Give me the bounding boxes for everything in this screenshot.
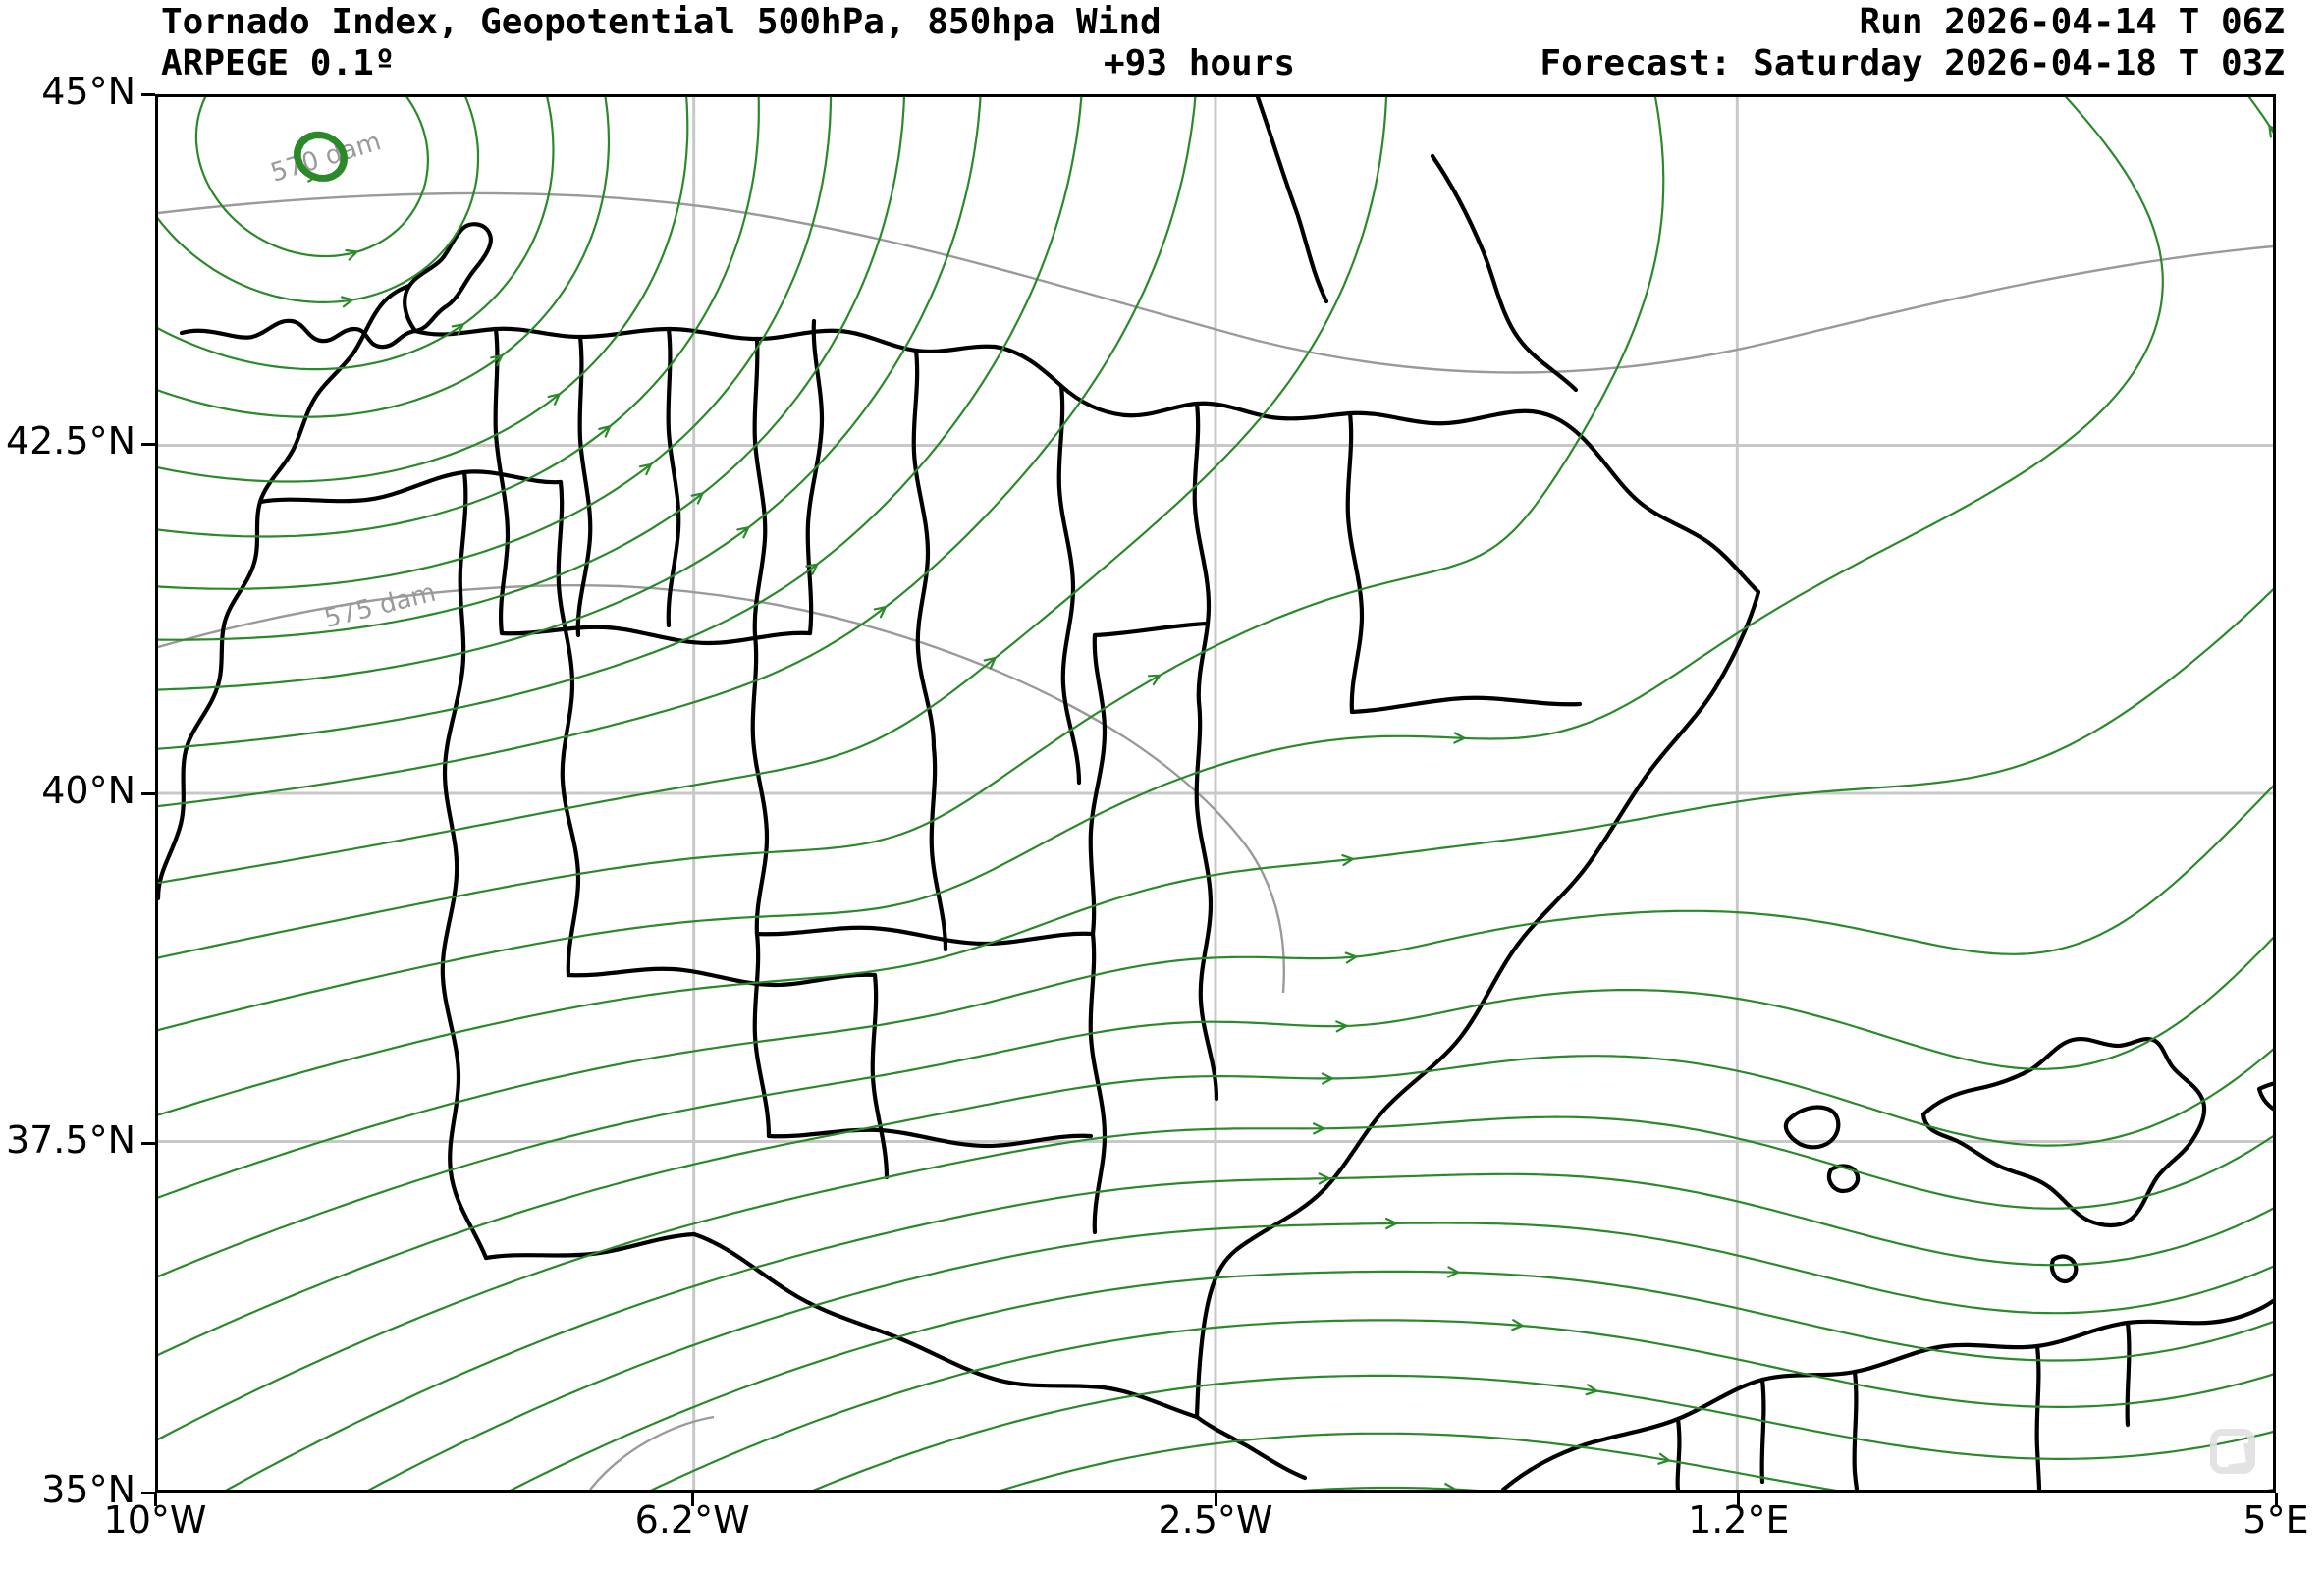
streamline-arrow-icon (340, 296, 355, 308)
streamline-arrow-icon (1447, 1266, 1461, 1278)
streamline-arrow-icon (598, 424, 613, 438)
streamline-arrow-icon (736, 525, 751, 539)
y-tick-label-2: 40°N (41, 769, 135, 812)
streamline (367, 1222, 2273, 1490)
y-tick-mark-4 (141, 1491, 155, 1494)
model-name: ARPEGE 0.1º (161, 43, 396, 83)
forecast-timestamp: Forecast: Saturday 2026-04-18 T 03Z (1540, 43, 2285, 83)
chart-header: Tornado Index, Geopotential 500hPa, 850h… (0, 0, 2324, 92)
page-title: Tornado Index, Geopotential 500hPa, 850h… (161, 2, 1162, 42)
streamline (158, 97, 480, 304)
y-tick-label-4: 35°N (41, 1468, 135, 1511)
streamline-arrow-icon (345, 248, 359, 261)
streamline (158, 97, 689, 483)
streamline-arrow-icon (1312, 1122, 1326, 1135)
map-plot-area[interactable]: 570 dam 575 dam (155, 94, 2276, 1493)
streamline (194, 97, 430, 258)
streamline-arrow-icon (805, 563, 820, 575)
map-canvas: 570 dam 575 dam (158, 97, 2273, 1490)
y-tick-mark-2 (141, 791, 155, 795)
streamline-arrow-icon (490, 353, 505, 367)
run-timestamp: Run 2026-04-14 T 06Z (1859, 2, 2285, 42)
streamline (158, 97, 906, 641)
streamline (158, 97, 833, 590)
streamline (158, 97, 2164, 1032)
streamline-arrow-icon (1344, 951, 1359, 964)
streamline (158, 97, 1197, 808)
y-tick-label-0: 45°N (41, 70, 135, 113)
streamline (158, 1048, 2273, 1357)
streamline (158, 785, 2273, 1199)
streamline (1000, 1432, 2273, 1490)
streamline-arrow-icon (638, 462, 653, 476)
streamline (158, 97, 611, 418)
streamline-arrow-icon (1453, 732, 1467, 744)
streamline-arrow-icon (1335, 1020, 1349, 1033)
streamline (510, 1270, 2273, 1490)
streamline-arrow-icon (451, 322, 465, 336)
geopotential-contour-labels: 570 dam 575 dam (267, 127, 439, 634)
y-tick-label-1: 42.5°N (5, 419, 135, 462)
x-tick-label-4: 5°E (2243, 1498, 2309, 1542)
streamline-arrow-icon (1384, 1217, 1399, 1230)
streamline (158, 587, 2273, 1116)
streamline-arrow-icon (983, 656, 998, 670)
streamline-arrow-icon (873, 605, 888, 619)
streamline (2247, 97, 2273, 134)
streamline (1301, 1486, 1481, 1490)
streamline (293, 131, 349, 183)
y-tick-mark-1 (141, 442, 155, 446)
streamline-arrow-icon (1585, 1384, 1599, 1396)
header-row-bottom: ARPEGE 0.1º +93 hours Forecast: Saturday… (0, 43, 2324, 84)
watermark-logo-icon (2210, 1429, 2255, 1474)
geopotential-contours (158, 191, 2273, 1490)
streamline-arrow-icon (690, 491, 705, 505)
streamline (158, 97, 1083, 750)
streamline (225, 1172, 2273, 1490)
streamline-arrow-icon (1341, 853, 1356, 867)
streamline-arrow-icon (1321, 1072, 1335, 1085)
streamline (650, 1319, 2273, 1490)
x-tick-mark-3 (1737, 1493, 1741, 1506)
streamline (812, 1374, 2273, 1490)
streamline-arrow-icon (1511, 1319, 1526, 1331)
contour-label-575: 575 dam (321, 578, 438, 634)
streamline-arrow-icon (1443, 1483, 1458, 1490)
streamline (158, 97, 555, 371)
y-tick-mark-3 (141, 1141, 155, 1145)
x-tick-mark-4 (2274, 1493, 2278, 1506)
streamline (158, 97, 1665, 959)
streamline (158, 97, 982, 691)
header-row-top: Tornado Index, Geopotential 500hPa, 850h… (0, 2, 2324, 43)
streamline-arrow-icon (2268, 124, 2273, 138)
wind-streamlines (158, 97, 2273, 1490)
streamline-arrow-icon (1318, 1172, 1332, 1185)
lead-time-label: +93 hours (1104, 43, 1296, 83)
streamline-arrow-icon (306, 170, 321, 183)
streamline (158, 1115, 2273, 1441)
y-tick-mark-0 (141, 92, 155, 96)
streamline (158, 97, 1388, 885)
administrative-boundaries (158, 97, 2273, 1490)
streamline-arrow-icon (547, 392, 562, 406)
streamline-arrow-icon (1147, 674, 1162, 686)
streamline-arrow-icon (1657, 1452, 1672, 1465)
x-tick-mark-1 (690, 1493, 694, 1506)
x-tick-mark-0 (153, 1493, 157, 1506)
x-tick-mark-2 (1214, 1493, 1217, 1506)
streamline (158, 936, 2273, 1278)
streamline (158, 97, 760, 538)
y-tick-label-3: 37.5°N (5, 1118, 135, 1162)
